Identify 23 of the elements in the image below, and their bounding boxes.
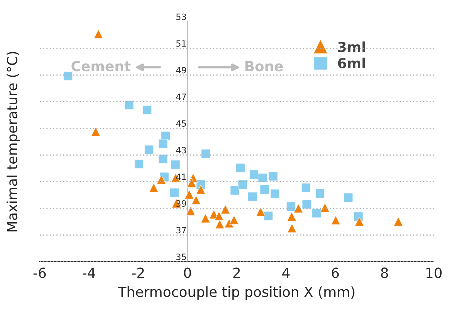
y-tick-label: 45: [176, 120, 186, 127]
x-tick-label: -6: [34, 268, 46, 278]
y-tick-label: 49: [176, 67, 186, 74]
annotation: Cement: [72, 61, 131, 72]
y-tick-label: 37: [176, 227, 186, 234]
x-tick-label: 0: [184, 268, 192, 278]
x-tick-label: -4: [83, 268, 96, 278]
x-tick-label: 4: [282, 268, 290, 278]
legend-label: 3ml: [338, 42, 366, 52]
x-axis-title: Thermocouple tip position X (mm): [118, 286, 355, 300]
y-tick-label: 35: [176, 254, 186, 260]
x-tick-label: 8: [381, 268, 388, 278]
annotation: Bone: [246, 61, 284, 72]
x-tick-label: 6: [332, 268, 340, 278]
y-axis-title: Maximal temperature (°C): [6, 52, 20, 232]
x-tick-label: 10: [426, 268, 442, 278]
y-tick-label: 43: [176, 147, 186, 154]
y-tick-label: 47: [176, 94, 186, 100]
x-tick-label: -2: [132, 268, 144, 278]
x-tick-label: 2: [234, 268, 240, 278]
legend-label: 6ml: [338, 58, 366, 69]
y-tick-label: 51: [176, 40, 186, 47]
y-tick-label: 53: [176, 14, 186, 20]
